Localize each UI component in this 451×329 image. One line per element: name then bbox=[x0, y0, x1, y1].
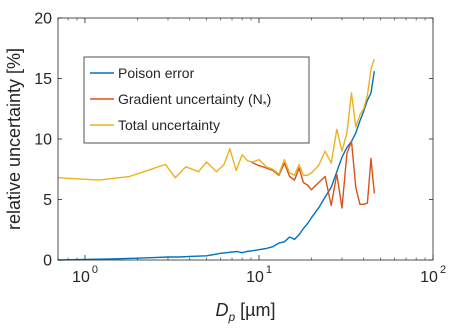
x-axis-label-unit: [µm] bbox=[235, 300, 275, 320]
y-axis-label: relative uncertainty [%] bbox=[4, 48, 24, 230]
legend-label-1: Poison error bbox=[118, 65, 195, 81]
x-tick-label: 10 bbox=[420, 269, 438, 286]
series-layer bbox=[57, 58, 375, 261]
x-axis-label-sub: p bbox=[227, 310, 235, 324]
y-tick-label: 0 bbox=[43, 253, 52, 270]
x-tick-exponent: 1 bbox=[266, 264, 272, 276]
x-tick-label: 10 bbox=[246, 269, 264, 286]
y-tick-label: 15 bbox=[34, 71, 52, 88]
y-tick-label: 10 bbox=[34, 132, 52, 149]
x-tick-exponent: 0 bbox=[92, 264, 98, 276]
legend-box bbox=[83, 56, 310, 144]
series-line-1 bbox=[57, 71, 375, 261]
x-axis-label: Dp [µm] bbox=[215, 300, 275, 324]
x-tick-exponent: 2 bbox=[440, 264, 446, 276]
legend: Poison error Gradient uncertainty (N*) Tot… bbox=[83, 56, 310, 144]
y-tick-label: 20 bbox=[34, 11, 52, 28]
series-line-2 bbox=[250, 140, 375, 209]
legend-label-2: Gradient uncertainty (N*) bbox=[118, 91, 271, 111]
x-axis-label-main: D bbox=[215, 300, 228, 320]
series-line-3 bbox=[57, 58, 375, 181]
y-tick-label: 5 bbox=[43, 192, 52, 209]
x-tick-label: 10 bbox=[72, 269, 90, 286]
legend-label-3: Total uncertainty bbox=[118, 117, 220, 133]
